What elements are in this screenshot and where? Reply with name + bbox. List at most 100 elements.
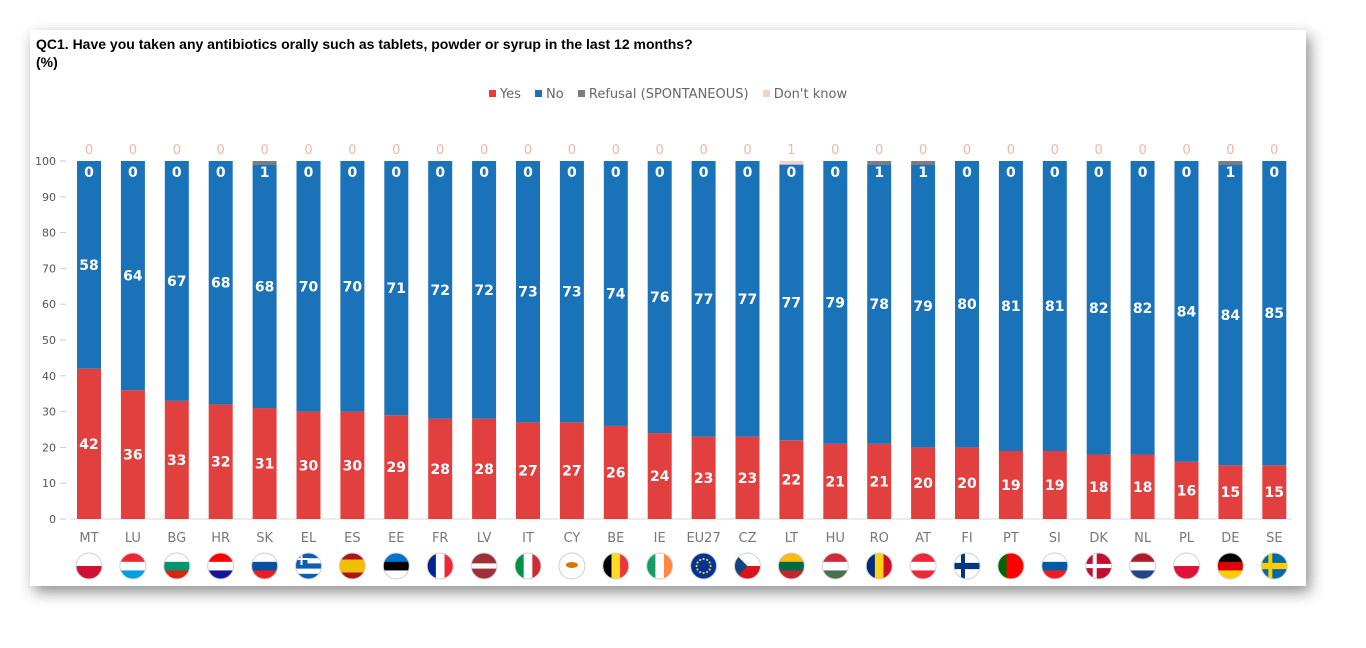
bar-segment-yes bbox=[603, 425, 628, 519]
data-label-dont-know: 0 bbox=[348, 143, 356, 158]
y-tick-label: 80 bbox=[42, 227, 56, 240]
data-label-no: 68 bbox=[255, 279, 274, 295]
flag-ring bbox=[295, 552, 322, 580]
data-label-no: 74 bbox=[606, 286, 626, 302]
flag-stripe bbox=[1041, 553, 1068, 563]
bar-segment-yes bbox=[77, 368, 101, 519]
flag-ring bbox=[119, 552, 147, 580]
data-label-dont-know: 0 bbox=[524, 143, 532, 158]
data-label-refusal: 0 bbox=[1050, 165, 1060, 181]
data-label-no: 68 bbox=[211, 276, 230, 292]
flag-icon bbox=[427, 553, 454, 579]
eu-star bbox=[699, 558, 702, 562]
flag-stripe bbox=[532, 553, 541, 579]
data-label-refusal: 0 bbox=[567, 165, 577, 181]
category-label: PT bbox=[1003, 531, 1019, 546]
category-label: PL bbox=[1179, 531, 1195, 546]
y-tick-label: 0 bbox=[49, 513, 56, 526]
data-label-no: 84 bbox=[1221, 308, 1241, 324]
flag-stripe bbox=[76, 566, 102, 579]
flag-stripe bbox=[961, 553, 965, 579]
data-label-yes: 15 bbox=[1265, 485, 1284, 501]
flag-ring bbox=[382, 552, 410, 580]
data-label-yes: 16 bbox=[1177, 483, 1196, 499]
data-label-no: 64 bbox=[123, 269, 143, 285]
bar-segment-yes bbox=[998, 450, 1023, 519]
data-label-refusal: 0 bbox=[699, 165, 709, 181]
flag-ring bbox=[470, 552, 498, 580]
flag-stripe bbox=[295, 563, 322, 570]
data-label-no: 77 bbox=[782, 295, 801, 311]
data-label-dont-know: 0 bbox=[875, 143, 883, 158]
flag-stripe bbox=[251, 561, 278, 571]
flag-stripe bbox=[427, 553, 437, 579]
flag-stripe bbox=[883, 553, 893, 579]
bar-segment-yes bbox=[340, 411, 365, 519]
data-label-no: 71 bbox=[387, 281, 406, 297]
data-label-dont-know: 0 bbox=[656, 143, 664, 158]
flag-stripe bbox=[119, 570, 146, 579]
bar-segment-no bbox=[559, 161, 584, 423]
legend-item-refusal: Refusal (SPONTANEOUS) bbox=[577, 87, 749, 102]
flag-stripe bbox=[383, 570, 410, 579]
flag-stripe bbox=[295, 558, 308, 560]
flag-icon bbox=[954, 553, 980, 579]
category-label: IE bbox=[654, 531, 666, 546]
flag-ring bbox=[1216, 552, 1244, 580]
data-label-refusal: 1 bbox=[874, 165, 884, 181]
flag-stripe bbox=[1041, 561, 1068, 571]
flag-stripe bbox=[207, 561, 234, 571]
bar-segment-no bbox=[735, 161, 760, 437]
flag-stripe bbox=[339, 572, 366, 579]
data-label-refusal: 1 bbox=[1226, 165, 1236, 181]
flag-stripe bbox=[1041, 570, 1068, 579]
data-label-no: 76 bbox=[650, 290, 669, 306]
flag-stripe bbox=[822, 553, 849, 563]
flag-stripe bbox=[954, 569, 980, 579]
data-label-dont-know: 0 bbox=[743, 143, 751, 158]
bar-segment-yes bbox=[1174, 461, 1199, 519]
data-label-yes: 21 bbox=[869, 474, 888, 490]
category-label: NL bbox=[1134, 531, 1152, 546]
flag-stripe bbox=[339, 553, 366, 560]
bar-segment-refusal bbox=[867, 161, 892, 165]
flag-triangle bbox=[734, 553, 748, 579]
bar-segment-refusal bbox=[252, 161, 277, 165]
bar-segment-yes bbox=[1086, 454, 1111, 519]
flag-stripe bbox=[163, 561, 190, 571]
data-label-no: 77 bbox=[694, 292, 713, 308]
flag-ring bbox=[734, 552, 761, 580]
flag-stripe bbox=[1261, 553, 1288, 564]
flag-stripe bbox=[822, 570, 849, 579]
eu-star bbox=[696, 568, 699, 571]
data-label-refusal: 0 bbox=[216, 165, 226, 181]
data-label-dont-know: 0 bbox=[173, 143, 181, 158]
category-label: FR bbox=[432, 531, 449, 546]
data-label-refusal: 0 bbox=[611, 165, 621, 181]
category-label: LV bbox=[477, 531, 492, 546]
flag-stripe bbox=[295, 568, 322, 575]
chart-title-line1: QC1. Have you taken any antibiotics oral… bbox=[36, 36, 693, 52]
category-label: BG bbox=[167, 531, 186, 546]
chart-legend: Yes No Refusal (SPONTANEOUS) Don't know bbox=[30, 87, 1306, 102]
bar-segment-yes bbox=[779, 440, 804, 519]
flag-ring bbox=[865, 552, 893, 580]
data-label-yes: 23 bbox=[738, 471, 757, 487]
y-tick-label: 60 bbox=[42, 298, 56, 311]
data-label-dont-know: 0 bbox=[1226, 143, 1234, 158]
data-label-dont-know: 0 bbox=[831, 143, 839, 158]
category-label: SI bbox=[1049, 531, 1061, 546]
bar-segment-no bbox=[823, 161, 848, 444]
flag-island bbox=[565, 562, 578, 568]
bar-segment-no bbox=[1218, 164, 1243, 466]
category-label: AT bbox=[915, 531, 931, 546]
y-tick-label: 50 bbox=[42, 334, 56, 347]
legend-label-dont-know: Don't know bbox=[773, 87, 848, 102]
flag-ring bbox=[1129, 552, 1157, 580]
data-label-dont-know: 0 bbox=[568, 143, 576, 158]
data-label-yes: 21 bbox=[826, 474, 845, 490]
flag-stripe bbox=[1261, 562, 1288, 570]
flag-stripe bbox=[295, 558, 322, 564]
data-label-no: 67 bbox=[167, 274, 186, 290]
data-label-yes: 27 bbox=[518, 464, 537, 480]
